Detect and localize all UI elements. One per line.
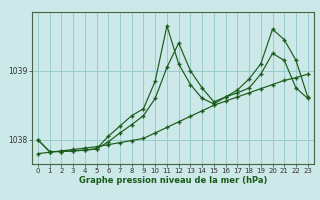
X-axis label: Graphe pression niveau de la mer (hPa): Graphe pression niveau de la mer (hPa) [79, 176, 267, 185]
